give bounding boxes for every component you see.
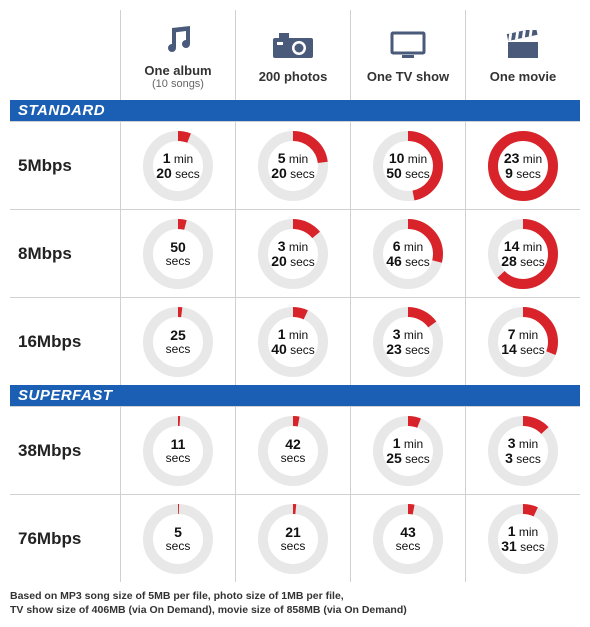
clapper-icon: [504, 27, 542, 63]
time-dial: 1 min31 secs: [486, 502, 560, 576]
dial-label: 5secs: [141, 502, 215, 576]
time-dial: 3 min3 secs: [486, 414, 560, 488]
dial-label: 42secs: [256, 414, 330, 488]
time-dial: 5 min20 secs: [256, 129, 330, 203]
cell: 1 min40 secs: [235, 298, 350, 385]
header-title: One TV show: [367, 69, 449, 84]
time-dial: 1 min20 secs: [141, 129, 215, 203]
dial-label: 1 min31 secs: [486, 502, 560, 576]
dial-label: 23 min9 secs: [486, 129, 560, 203]
time-dial: 25secs: [141, 305, 215, 379]
cell: 1 min31 secs: [465, 495, 580, 582]
time-dial: 7 min14 secs: [486, 305, 560, 379]
header-title: One movie: [490, 69, 556, 84]
time-dial: 14 min28 secs: [486, 217, 560, 291]
header-album: One album (10 songs): [120, 10, 235, 100]
speed-label: 8Mbps: [10, 210, 120, 297]
time-dial: 11secs: [141, 414, 215, 488]
header-movie: One movie: [465, 10, 580, 100]
dial-label: 11secs: [141, 414, 215, 488]
cell: 25secs: [120, 298, 235, 385]
dial-label: 25secs: [141, 305, 215, 379]
tv-icon: [388, 27, 428, 63]
dial-label: 1 min20 secs: [141, 129, 215, 203]
speed-label: 38Mbps: [10, 407, 120, 494]
download-time-table: One album (10 songs) 200 photos One TV s…: [10, 10, 580, 582]
speed-label: 16Mbps: [10, 298, 120, 385]
time-dial: 5secs: [141, 502, 215, 576]
cell: 10 min50 secs: [350, 122, 465, 209]
dial-label: 3 min23 secs: [371, 305, 445, 379]
header-sub: (10 songs): [152, 78, 204, 90]
header-row: One album (10 songs) 200 photos One TV s…: [10, 10, 580, 100]
cell: 14 min28 secs: [465, 210, 580, 297]
dial-label: 43secs: [371, 502, 445, 576]
footnote-line1: Based on MP3 song size of 5MB per file, …: [10, 590, 344, 602]
music-icon: [160, 21, 196, 57]
section-bar: STANDARD: [10, 100, 580, 121]
dial-label: 7 min14 secs: [486, 305, 560, 379]
section-bar: SUPERFAST: [10, 385, 580, 406]
time-dial: 10 min50 secs: [371, 129, 445, 203]
time-dial: 43secs: [371, 502, 445, 576]
speed-row: 8Mbps 50secs 3 min20 secs 6 min46 secs 1…: [10, 209, 580, 297]
dial-label: 50secs: [141, 217, 215, 291]
speed-row: 38Mbps 11secs 42secs 1 min25 secs 3 min3…: [10, 406, 580, 494]
cell: 7 min14 secs: [465, 298, 580, 385]
dial-label: 10 min50 secs: [371, 129, 445, 203]
time-dial: 50secs: [141, 217, 215, 291]
cell: 5secs: [120, 495, 235, 582]
header-title: 200 photos: [259, 69, 328, 84]
dial-label: 1 min25 secs: [371, 414, 445, 488]
cell: 5 min20 secs: [235, 122, 350, 209]
cell: 6 min46 secs: [350, 210, 465, 297]
footnote-line2: TV show size of 406MB (via On Demand), m…: [10, 604, 407, 616]
cell: 3 min23 secs: [350, 298, 465, 385]
speed-row: 16Mbps 25secs 1 min40 secs 3 min23 secs …: [10, 297, 580, 385]
dial-label: 3 min20 secs: [256, 217, 330, 291]
dial-label: 1 min40 secs: [256, 305, 330, 379]
cell: 11secs: [120, 407, 235, 494]
header-photos: 200 photos: [235, 10, 350, 100]
cell: 1 min25 secs: [350, 407, 465, 494]
speed-label: 5Mbps: [10, 122, 120, 209]
header-tv: One TV show: [350, 10, 465, 100]
dial-label: 5 min20 secs: [256, 129, 330, 203]
cell: 21secs: [235, 495, 350, 582]
time-dial: 1 min40 secs: [256, 305, 330, 379]
dial-label: 3 min3 secs: [486, 414, 560, 488]
time-dial: 6 min46 secs: [371, 217, 445, 291]
cell: 23 min9 secs: [465, 122, 580, 209]
cell: 3 min20 secs: [235, 210, 350, 297]
time-dial: 23 min9 secs: [486, 129, 560, 203]
camera-icon: [271, 27, 315, 63]
speed-label: 76Mbps: [10, 495, 120, 582]
time-dial: 3 min23 secs: [371, 305, 445, 379]
dial-label: 14 min28 secs: [486, 217, 560, 291]
cell: 50secs: [120, 210, 235, 297]
speed-row: 5Mbps 1 min20 secs 5 min20 secs 10 min50…: [10, 121, 580, 209]
cell: 1 min20 secs: [120, 122, 235, 209]
cell: 3 min3 secs: [465, 407, 580, 494]
time-dial: 1 min25 secs: [371, 414, 445, 488]
dial-label: 6 min46 secs: [371, 217, 445, 291]
time-dial: 42secs: [256, 414, 330, 488]
time-dial: 3 min20 secs: [256, 217, 330, 291]
time-dial: 21secs: [256, 502, 330, 576]
dial-label: 21secs: [256, 502, 330, 576]
cell: 43secs: [350, 495, 465, 582]
footnote: Based on MP3 song size of 5MB per file, …: [10, 590, 580, 617]
header-title: One album: [144, 63, 211, 78]
cell: 42secs: [235, 407, 350, 494]
speed-row: 76Mbps 5secs 21secs 43secs 1 min31 secs: [10, 494, 580, 582]
